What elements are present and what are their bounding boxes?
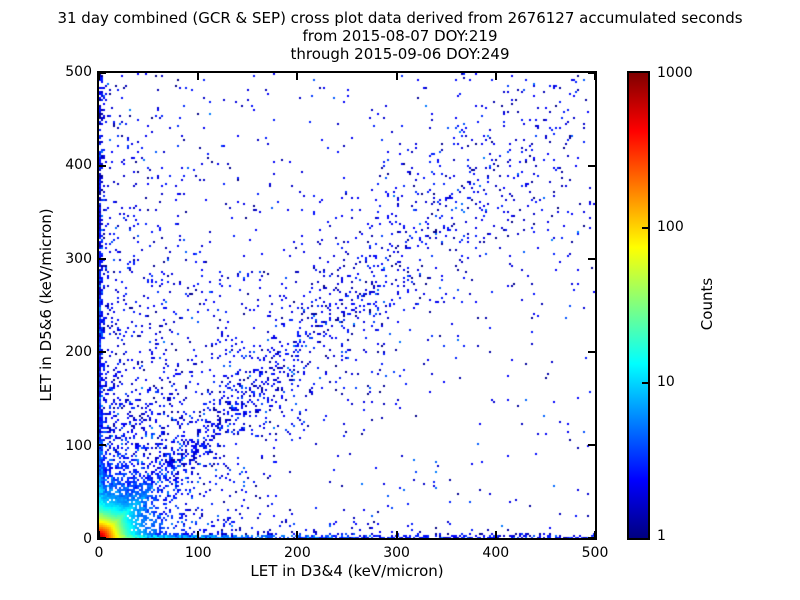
x-tick-0: 0 — [94, 545, 104, 561]
colorbar-label: Counts — [698, 277, 716, 331]
scatter-heatmap-canvas — [99, 73, 595, 538]
colorbar-tick-1000: 1000 — [657, 65, 693, 81]
colorbar — [627, 71, 650, 540]
tick-mark — [99, 72, 106, 74]
tick-mark — [99, 165, 106, 167]
tick-mark — [588, 258, 595, 260]
x-tick-300: 300 — [383, 545, 410, 561]
y-tick-0: 0 — [83, 531, 92, 547]
colorbar-tick-mark — [642, 226, 648, 229]
tick-mark — [594, 531, 596, 538]
tick-mark — [296, 73, 298, 80]
colorbar-tick-mark — [642, 381, 648, 384]
tick-mark — [594, 73, 596, 80]
y-tick-400: 400 — [65, 157, 92, 174]
x-axis-label: LET in D3&4 (keV/micron) — [250, 562, 444, 580]
y-tick-500: 500 — [65, 64, 92, 80]
plot-area — [97, 71, 597, 540]
x-tick-500: 500 — [581, 545, 609, 561]
tick-mark — [99, 537, 106, 539]
tick-mark — [495, 73, 497, 80]
colorbar-tick-10: 10 — [657, 373, 675, 390]
colorbar-gradient — [629, 73, 648, 538]
tick-mark — [98, 73, 100, 80]
title-line-1: 31 day combined (GCR & SEP) cross plot d… — [57, 9, 743, 27]
title-line-2: from 2015-08-07 DOY:219 — [302, 27, 498, 45]
y-tick-300: 300 — [65, 250, 92, 267]
tick-mark — [588, 351, 595, 353]
tick-mark — [588, 72, 595, 74]
tick-mark — [197, 73, 199, 80]
x-axis-tick-labels: 0 100 200 300 400 500 — [95, 545, 609, 563]
y-axis-label: LET in D5&6 (keV/micron) — [37, 208, 55, 402]
title-line-3: through 2015-09-06 DOY:249 — [290, 45, 510, 63]
x-tick-100: 100 — [184, 545, 212, 561]
tick-mark — [495, 531, 497, 538]
colorbar-tick-labels: 1000 100 10 1 — [657, 65, 717, 544]
tick-mark — [197, 531, 199, 538]
tick-mark — [396, 531, 398, 538]
tick-mark — [99, 351, 106, 353]
tick-mark — [588, 165, 595, 167]
tick-mark — [296, 531, 298, 538]
chart-title: 31 day combined (GCR & SEP) cross plot d… — [0, 9, 800, 63]
x-tick-200: 200 — [284, 545, 311, 561]
y-tick-100: 100 — [65, 437, 92, 454]
colorbar-tick-1: 1 — [657, 528, 666, 544]
colorbar-tick-100: 100 — [657, 219, 684, 236]
tick-mark — [396, 73, 398, 80]
x-tick-400: 400 — [482, 545, 510, 561]
tick-mark — [588, 537, 595, 539]
tick-mark — [99, 258, 106, 260]
y-tick-200: 200 — [65, 344, 92, 361]
tick-mark — [98, 531, 100, 538]
tick-mark — [588, 444, 595, 446]
y-axis-tick-labels: 500 400 300 200 100 0 — [0, 64, 92, 547]
tick-mark — [99, 444, 106, 446]
